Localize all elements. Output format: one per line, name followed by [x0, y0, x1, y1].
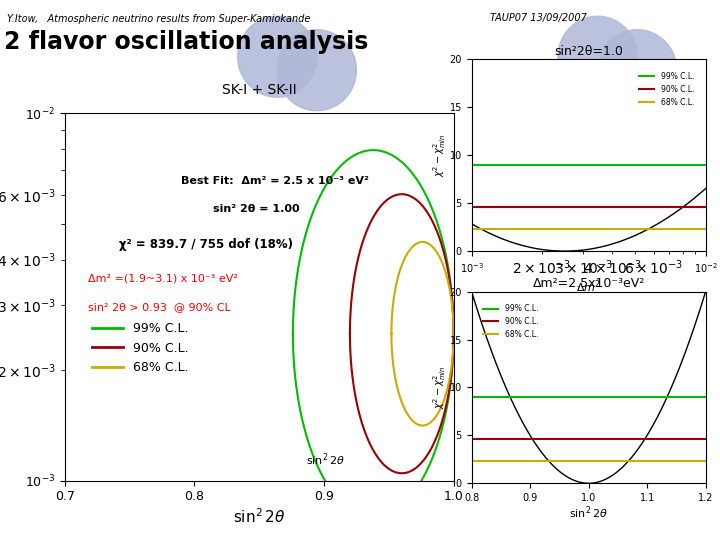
Text: SK-I + SK-II: SK-I + SK-II	[222, 83, 297, 97]
Legend: 99% C.L., 90% C.L., 68% C.L.: 99% C.L., 90% C.L., 68% C.L.	[480, 301, 541, 342]
Text: Δm² =(1.9~3.1) x 10⁻³ eV²: Δm² =(1.9~3.1) x 10⁻³ eV²	[88, 273, 238, 283]
Title: Δm²=2.5x10⁻³eV²: Δm²=2.5x10⁻³eV²	[533, 278, 644, 291]
Y-axis label: $\chi^2 - \chi^2_{min}$: $\chi^2 - \chi^2_{min}$	[431, 366, 448, 409]
Legend: 99% C.L., 90% C.L., 68% C.L.: 99% C.L., 90% C.L., 68% C.L.	[86, 318, 194, 379]
X-axis label: $\sin^22\theta$: $\sin^22\theta$	[570, 504, 608, 521]
X-axis label: $\sin^22\theta$: $\sin^22\theta$	[233, 508, 285, 526]
Y-axis label: $\chi^2 - \chi^2_{min}$: $\chi^2 - \chi^2_{min}$	[431, 133, 448, 177]
Text: 2 flavor oscillation analysis: 2 flavor oscillation analysis	[4, 30, 368, 53]
Legend: 99% C.L., 90% C.L., 68% C.L.: 99% C.L., 90% C.L., 68% C.L.	[636, 69, 697, 110]
Title: sin²2θ=1.0: sin²2θ=1.0	[554, 45, 623, 58]
Text: $\sin^22\theta$: $\sin^22\theta$	[306, 451, 345, 468]
Text: sin² 2θ = 1.00: sin² 2θ = 1.00	[212, 204, 300, 214]
Text: Best Fit:  Δm² = 2.5 x 10⁻³ eV²: Best Fit: Δm² = 2.5 x 10⁻³ eV²	[181, 176, 369, 186]
Text: Y.Itow,   Atmospheric neutrino results from Super-Kamiokande: Y.Itow, Atmospheric neutrino results fro…	[7, 14, 310, 24]
Text: TAUP07 13/09/2007: TAUP07 13/09/2007	[490, 14, 587, 24]
Text: sin² 2θ > 0.93  @ 90% CL: sin² 2θ > 0.93 @ 90% CL	[88, 302, 231, 313]
X-axis label: $\Delta m^2$: $\Delta m^2$	[576, 279, 601, 295]
Text: χ² = 839.7 / 755 dof (18%): χ² = 839.7 / 755 dof (18%)	[120, 238, 293, 251]
